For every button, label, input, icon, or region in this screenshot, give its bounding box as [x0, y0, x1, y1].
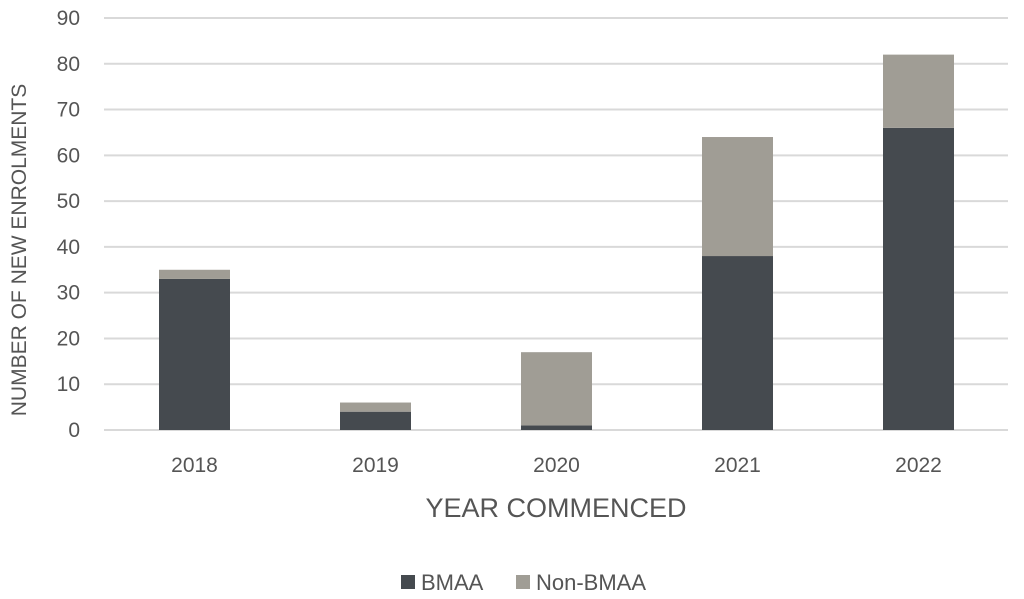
legend-swatch-bmaa [401, 575, 415, 589]
legend-swatch-non-bmaa [516, 575, 530, 589]
x-axis-title: YEAR COMMENCED [425, 493, 686, 523]
y-tick-label: 80 [57, 53, 80, 76]
y-axis-title: NUMBER OF NEW ENROLMENTS [8, 84, 31, 417]
y-tick-label: 50 [57, 190, 80, 213]
bar-bmaa-2020 [521, 425, 592, 430]
bar-bmaa-2022 [883, 127, 954, 430]
legend-label-bmaa: BMAA [421, 570, 484, 595]
bar-non-bmaa-2022 [883, 54, 954, 128]
x-tick-label: 2020 [533, 454, 580, 477]
y-tick-label: 30 [57, 282, 80, 305]
x-tick-label: 2021 [714, 454, 761, 477]
y-tick-label: 70 [57, 99, 80, 122]
bar-bmaa-2021 [702, 256, 773, 430]
y-tick-label: 40 [57, 236, 80, 259]
x-tick-labels: 2018 2019 2020 2021 2022 [171, 454, 942, 477]
y-tick-label: 0 [68, 419, 80, 442]
x-tick-label: 2018 [171, 454, 218, 477]
x-tick-label: 2019 [352, 454, 399, 477]
legend: BMAA Non-BMAA [401, 570, 646, 595]
y-tick-label: 20 [57, 327, 80, 350]
y-tick-label: 90 [57, 7, 80, 30]
y-tick-labels: 0 10 20 30 40 50 60 70 80 90 [57, 7, 80, 442]
bar-bmaa-2019 [340, 411, 411, 430]
y-tick-label: 10 [57, 373, 80, 396]
bar-non-bmaa-2020 [521, 352, 592, 426]
gridlines [104, 17, 1008, 431]
y-tick-label: 60 [57, 144, 80, 167]
bar-bmaa-2018 [159, 278, 230, 430]
legend-label-non-bmaa: Non-BMAA [536, 570, 646, 595]
bar-non-bmaa-2021 [702, 137, 773, 257]
x-tick-label: 2022 [895, 454, 942, 477]
bars [159, 54, 954, 430]
bar-non-bmaa-2019 [340, 402, 411, 412]
bar-non-bmaa-2018 [159, 269, 230, 279]
